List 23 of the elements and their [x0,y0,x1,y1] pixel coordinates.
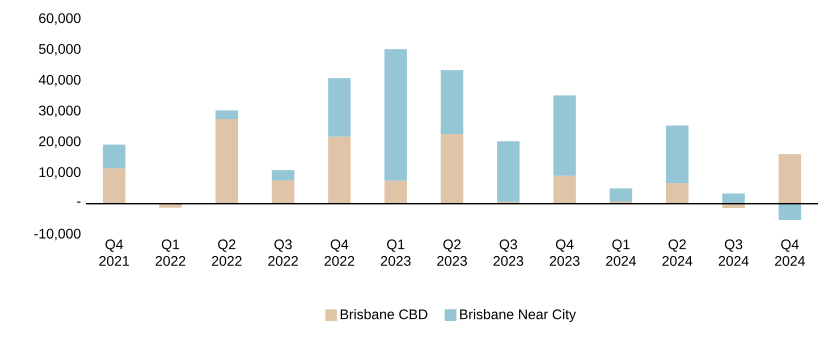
x-tick-label: Q1 2023 [380,239,411,266]
y-tick-label: - [77,202,80,203]
x-tick-label: Q4 2024 [775,239,805,266]
y-tick-label: -10,000 [34,228,81,240]
x-tick-label: Q1 2022 [156,239,186,266]
y-tick-label: 40,000 [38,74,81,86]
x-tick-label: Q3 2024 [718,239,749,266]
legend-label: Brisbane CBD [340,309,428,320]
x-tick-label: Q3 2023 [494,239,524,266]
x-tick-label: Q3 2022 [268,239,298,266]
y-tick-label: 50,000 [38,44,81,56]
x-tick-label: Q2 2024 [662,239,692,266]
legend-label: Brisbane Near City [460,309,576,322]
y-tick-label: 30,000 [38,106,81,118]
x-tick-label: Q2 2022 [212,239,242,266]
y-tick-label: 10,000 [39,167,81,179]
x-tick-label: Q4 2023 [550,239,580,266]
x-tick-label: Q4 2022 [324,239,354,266]
x-tick-label: Q2 2023 [437,239,467,266]
y-tick-label: 20,000 [39,136,81,148]
x-tick-label: Q1 2024 [606,239,636,266]
x-tick-label: Q4 2021 [99,239,129,266]
y-tick-label: 60,000 [39,13,81,25]
